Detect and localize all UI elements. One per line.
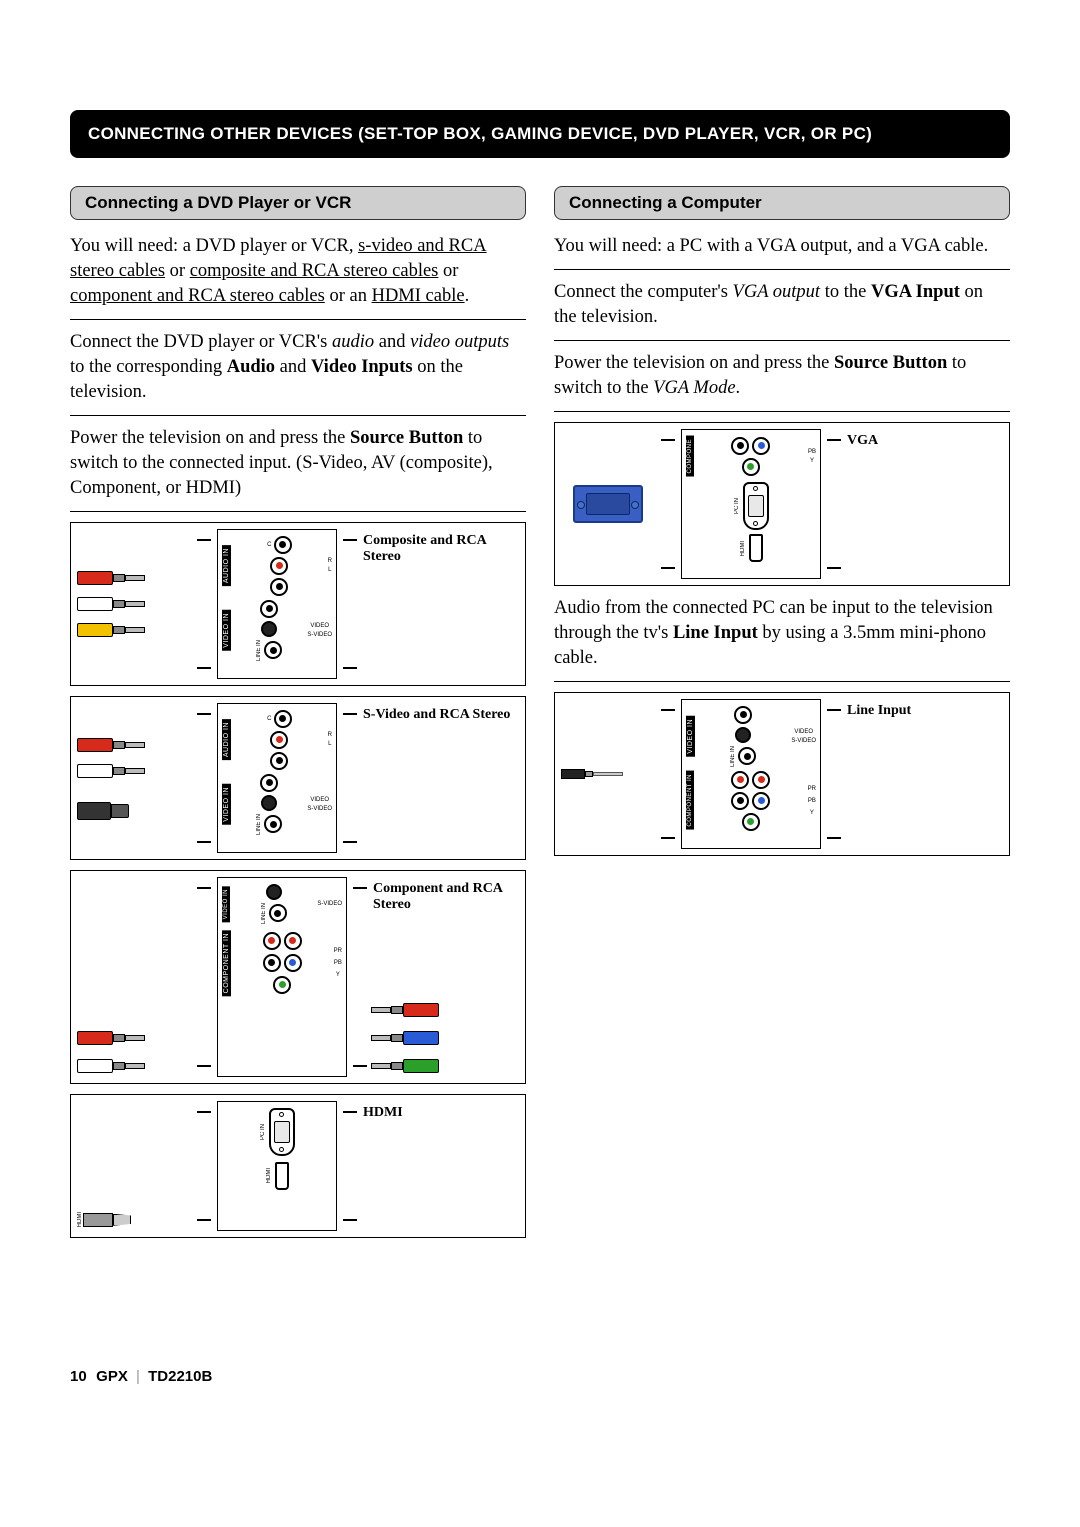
tv-panel: PC IN HDMI bbox=[217, 1101, 337, 1231]
diagram-svideo: AUDIO IN C RL VIDEO IN LINE bbox=[70, 696, 526, 860]
divider bbox=[70, 415, 526, 416]
page-number: 10 bbox=[70, 1368, 92, 1385]
rca-red-plug bbox=[77, 734, 191, 756]
tv-panel: AUDIO IN C RL VIDEO IN LINE bbox=[217, 529, 337, 679]
mini-phono-plug bbox=[561, 765, 623, 783]
right-column: Connecting a Computer You will need: a P… bbox=[554, 186, 1010, 1248]
rca-yellow-plug bbox=[77, 619, 191, 641]
svideo-plug bbox=[77, 800, 191, 822]
diagram-label: S-Video and RCA Stereo bbox=[357, 703, 519, 853]
r-jack bbox=[270, 557, 288, 575]
coax-jack bbox=[274, 536, 292, 554]
component-in-label: COMPONENT IN bbox=[222, 930, 231, 996]
rca-white-plug bbox=[77, 760, 191, 782]
cable-plugs bbox=[561, 699, 661, 849]
rails bbox=[197, 1101, 211, 1231]
page-footer: 10 GPX | TD2210B bbox=[70, 1368, 1010, 1385]
divider bbox=[70, 319, 526, 320]
diagram-label: Component and RCA Stereo bbox=[367, 877, 519, 981]
diagram-label: Line Input bbox=[841, 699, 1003, 849]
diagram-line-input: VIDEO IN LINE IN VIDEOS-VIDEO COMPONENT … bbox=[554, 692, 1010, 856]
rails bbox=[827, 699, 841, 849]
video-in-label: VIDEO IN bbox=[222, 784, 231, 825]
two-column-layout: Connecting a DVD Player or VCR You will … bbox=[70, 186, 1010, 1248]
line-jack bbox=[264, 641, 282, 659]
left-p3: Power the television on and press the So… bbox=[70, 426, 526, 501]
rails bbox=[197, 877, 211, 1077]
component-label: COMPONE bbox=[686, 436, 694, 477]
rails bbox=[661, 429, 675, 579]
diagram-component: VIDEO IN LINE IN S-VIDEO COMPONENT IN bbox=[70, 870, 526, 1084]
divider bbox=[554, 681, 1010, 682]
vga-port-icon bbox=[269, 1108, 295, 1156]
right-subheader: Connecting a Computer bbox=[554, 186, 1010, 220]
footer-model: TD2210B bbox=[148, 1368, 212, 1385]
diagram-hdmi: HDMI PC IN HDMI HDMI bbox=[70, 1094, 526, 1238]
audio-in-label: AUDIO IN bbox=[222, 719, 231, 760]
rails bbox=[661, 699, 675, 849]
diagram-label: Composite and RCA Stereo bbox=[357, 529, 519, 679]
section-banner: CONNECTING OTHER DEVICES (SET-TOP BOX, G… bbox=[70, 110, 1010, 158]
footer-divider: | bbox=[136, 1368, 140, 1385]
divider bbox=[554, 340, 1010, 341]
right-p3: Power the television on and press the So… bbox=[554, 351, 1010, 401]
cable-plugs bbox=[561, 429, 661, 579]
audio-in-label: AUDIO IN bbox=[222, 545, 231, 586]
footer-brand: GPX bbox=[96, 1368, 128, 1385]
rails bbox=[343, 703, 357, 853]
divider bbox=[554, 269, 1010, 270]
right-p4: Audio from the connected PC can be input… bbox=[554, 596, 1010, 671]
hdmi-plug: HDMI bbox=[77, 1209, 191, 1231]
rails bbox=[197, 703, 211, 853]
left-column: Connecting a DVD Player or VCR You will … bbox=[70, 186, 526, 1248]
video-in-label: VIDEO IN bbox=[222, 610, 231, 651]
rails bbox=[197, 529, 211, 679]
rca-red-plug bbox=[77, 567, 191, 589]
rails bbox=[827, 429, 841, 579]
video-jack bbox=[260, 600, 278, 618]
right-p2: Connect the computer's VGA output to the… bbox=[554, 280, 1010, 330]
diagram-label: HDMI bbox=[357, 1101, 519, 1231]
cable-plugs bbox=[77, 529, 197, 679]
component-in-label: COMPONENT IN bbox=[686, 771, 694, 830]
left-subheader: Connecting a DVD Player or VCR bbox=[70, 186, 526, 220]
right-p1: You will need: a PC with a VGA output, a… bbox=[554, 234, 1010, 259]
left-p1: You will need: a DVD player or VCR, s-vi… bbox=[70, 234, 526, 309]
vga-port-icon bbox=[743, 482, 769, 530]
hdmi-port-icon bbox=[749, 534, 763, 562]
tv-panel: COMPONE PBY PC IN HDMI bbox=[681, 429, 821, 579]
rails bbox=[353, 877, 367, 1077]
l-jack bbox=[270, 578, 288, 596]
cable-plugs bbox=[77, 877, 197, 1077]
divider bbox=[554, 411, 1010, 412]
diagram-label: VGA bbox=[841, 429, 1003, 579]
video-in-label: VIDEO IN bbox=[686, 716, 695, 757]
cable-plugs bbox=[77, 703, 197, 853]
tv-panel: VIDEO IN LINE IN VIDEOS-VIDEO COMPONENT … bbox=[681, 699, 821, 849]
rails bbox=[343, 1101, 357, 1231]
left-p2: Connect the DVD player or VCR's audio an… bbox=[70, 330, 526, 405]
rca-white-plug bbox=[77, 593, 191, 615]
tv-panel: VIDEO IN LINE IN S-VIDEO COMPONENT IN bbox=[217, 877, 347, 1077]
tv-panel: AUDIO IN C RL VIDEO IN LINE bbox=[217, 703, 337, 853]
diagram-composite: AUDIO IN C RL VIDEO IN LINE bbox=[70, 522, 526, 686]
rails bbox=[343, 529, 357, 679]
svideo-jack bbox=[261, 621, 277, 637]
hdmi-port-icon bbox=[275, 1162, 289, 1190]
diagram-vga: COMPONE PBY PC IN HDMI VGA bbox=[554, 422, 1010, 586]
video-in-label: VIDEO IN bbox=[222, 886, 230, 922]
vga-plug bbox=[573, 485, 643, 523]
cable-plugs: HDMI bbox=[77, 1101, 197, 1231]
divider bbox=[70, 511, 526, 512]
